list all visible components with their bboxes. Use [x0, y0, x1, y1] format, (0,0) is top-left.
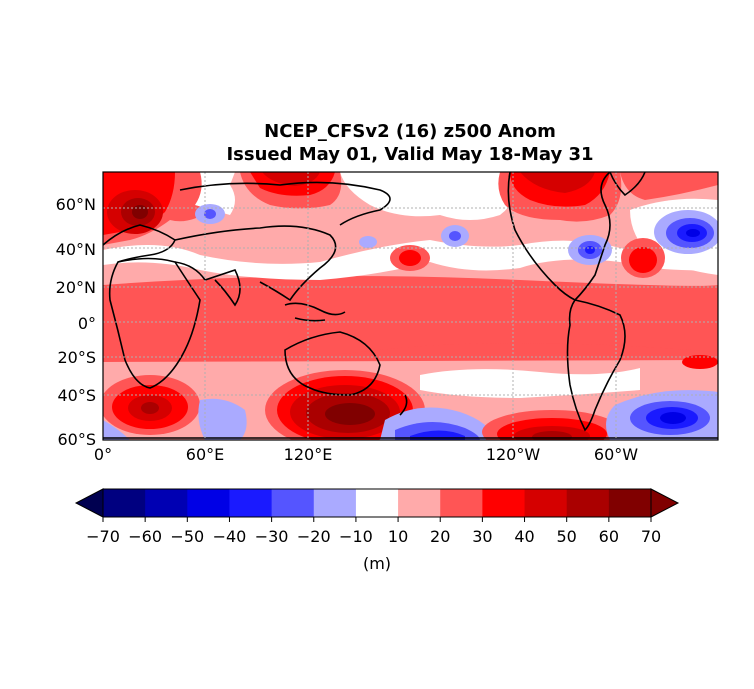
colorbar-swatch — [524, 489, 568, 517]
coastlines — [103, 172, 718, 439]
colorbar-tick-labels: −70 −60 −50 −40 −30 −20 −10 10 20 30 40 50 60 70 — [86, 517, 661, 546]
anomaly-field — [103, 172, 718, 440]
lon-label: 120°E — [284, 445, 333, 464]
colorbar-tick-label: 10 — [388, 527, 408, 546]
colorbar-swatch — [229, 489, 273, 517]
lon-label: 60°E — [186, 445, 224, 464]
lon-label: 60°W — [594, 445, 638, 464]
map-title-line-2: Issued May 01, Valid May 18-May 31 — [226, 144, 594, 165]
lat-label: 60°N — [56, 195, 96, 214]
colorbar-tick-label: 70 — [641, 527, 661, 546]
colorbar-tick-label: −60 — [128, 527, 162, 546]
latitude-labels: 60°N 40°N 20°N 0° 20°S 40°S 60°S — [56, 195, 96, 449]
colorbar-over-arrow — [650, 488, 680, 518]
colorbar-tick-label: −30 — [255, 527, 289, 546]
map-title-line-1: NCEP_CFSv2 (16) z500 Anom — [264, 121, 556, 142]
lon-label: 0° — [94, 445, 112, 464]
lat-label: 60°S — [57, 430, 96, 449]
colorbar-tick-label: −10 — [339, 527, 373, 546]
colorbar-frame — [102, 488, 652, 518]
colorbar-swatch — [440, 489, 483, 517]
colorbar-tick-label: −20 — [297, 527, 331, 546]
lon-label: 120°W — [486, 445, 541, 464]
lat-label: 40°S — [57, 386, 96, 405]
colorbar-swatch — [355, 489, 399, 517]
colorbar-under-arrow — [74, 488, 104, 518]
graticule — [103, 172, 718, 440]
colorbar-swatch — [482, 489, 526, 517]
colorbar-tick-label: 50 — [557, 527, 577, 546]
lat-label: 0° — [78, 314, 96, 333]
colorbar-unit-label: (m) — [363, 554, 391, 573]
longitude-labels: 0° 60°E 120°E 120°W 60°W — [94, 445, 638, 464]
colorbar-swatch — [566, 489, 610, 517]
colorbar-swatch — [145, 489, 188, 517]
colorbar-tick-label: 20 — [430, 527, 450, 546]
colorbar-swatch — [608, 489, 652, 517]
colorbar-swatch — [398, 489, 441, 517]
colorbar-tick-label: −70 — [86, 527, 120, 546]
colorbar-swatch — [187, 489, 230, 517]
colorbar-tick-label: 60 — [599, 527, 619, 546]
colorbar-tick-label: 40 — [514, 527, 534, 546]
colorbar-swatch — [271, 489, 315, 517]
colorbar — [74, 488, 680, 518]
colorbar-tick-label: 30 — [472, 527, 492, 546]
colorbar-swatch — [103, 489, 146, 517]
lat-label: 20°S — [57, 348, 96, 367]
lat-label: 40°N — [56, 240, 96, 259]
lat-label: 20°N — [56, 278, 96, 297]
map-frame — [102, 171, 719, 441]
colorbar-swatch — [313, 489, 357, 517]
colorbar-tick-label: −50 — [170, 527, 204, 546]
colorbar-tick-label: −40 — [213, 527, 247, 546]
